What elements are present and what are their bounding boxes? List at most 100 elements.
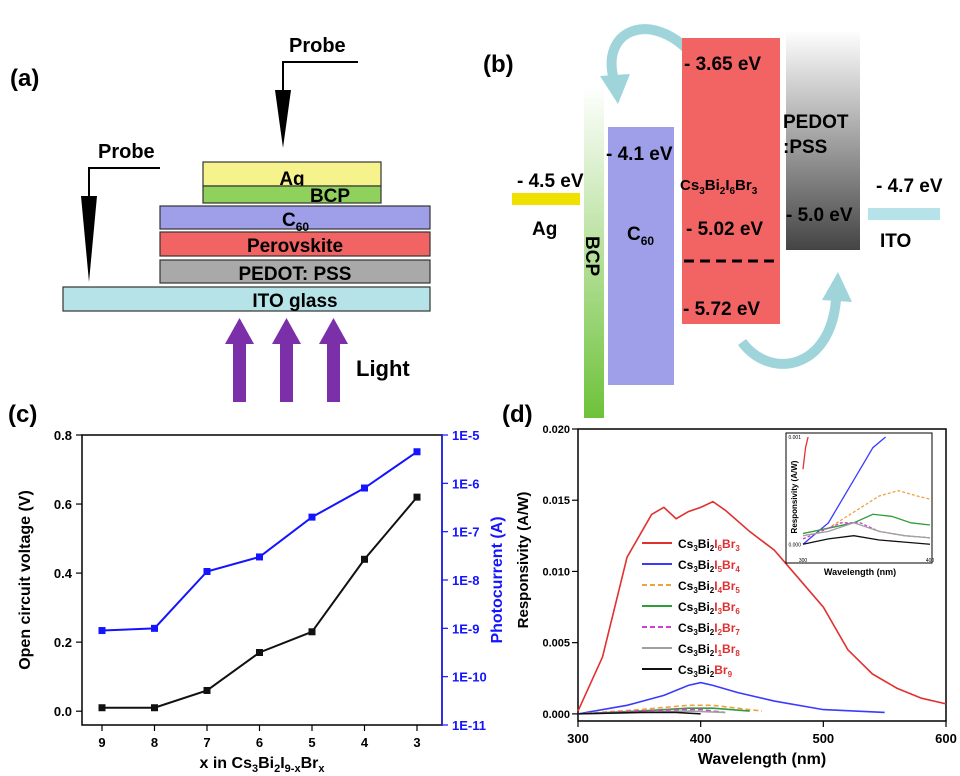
voc-point: [256, 649, 263, 656]
layer-perovskite: [159, 231, 431, 257]
y2-tick-label: 1E-11: [452, 718, 486, 733]
photocurrent-point: [98, 627, 106, 635]
photocurrent-point: [203, 567, 211, 575]
chart-d-frame: [577, 428, 947, 722]
voc-point: [361, 555, 368, 563]
responsivity-line-4: [577, 708, 726, 715]
bcp-bar: [584, 85, 604, 418]
perovskite-mid-level: - 5.02 eV: [686, 219, 763, 240]
perovskite-bottom-level: - 5.72 eV: [683, 299, 760, 320]
chart-c-series: [98, 448, 421, 712]
x-tick-label: 3: [413, 735, 420, 750]
ito-level-bar: [868, 208, 940, 220]
x-tick-label: 600: [935, 731, 957, 746]
x-tick-label: 300: [567, 731, 589, 746]
y2-tick-label: 1E-6: [452, 476, 479, 491]
legend-label: Cs3Bi2I6Br3: [678, 537, 740, 553]
pedot-level-value: - 5.0 eV: [786, 205, 853, 226]
legend-label: Cs3Bi2I4Br5: [678, 579, 740, 595]
perovskite-top-level: - 3.65 eV: [684, 54, 761, 75]
layer-pedot-label: PEDOT: PSS: [239, 264, 352, 285]
bcp-label: BCP: [581, 236, 602, 276]
c60-label: C60: [627, 224, 654, 248]
layer-pedot: [159, 259, 431, 284]
responsivity-line-2: [577, 704, 763, 715]
panel-label-c: (c): [8, 401, 37, 428]
x-tick-label: 400: [690, 731, 712, 746]
panel-label-a: (a): [10, 65, 39, 92]
c60-level-value: - 4.1 eV: [606, 144, 673, 165]
y-tick-label: 0.8: [54, 428, 72, 443]
chart-d-xlabel: Wavelength (nm): [698, 751, 826, 768]
probe-left-label: Probe: [98, 141, 155, 163]
photocurrent-point: [151, 624, 158, 632]
responsivity-line-1: [577, 681, 885, 715]
chart-c-y2-ticks: 1E-11 1E-10 1E-9 1E-8 1E-7 1E-6 1E-5: [442, 428, 487, 733]
chart-d-legend: Cs3Bi2I6Br3 Cs3Bi2I5Br4 Cs3Bi2I4Br5 Cs3Bi2I…: [642, 537, 740, 679]
inset-y-tick-label: 0.001: [788, 435, 801, 441]
photocurrent-line: [101, 450, 418, 632]
photocurrent-point: [308, 513, 316, 521]
chart-c-x-ticks: 9 8 7 6 5 4 3: [98, 725, 421, 750]
legend-label: Cs3Bi2I5Br4: [678, 558, 740, 574]
light-arrow-3: [319, 318, 348, 402]
ito-level-value: - 4.7 eV: [876, 176, 943, 197]
responsivity-line-0: [577, 500, 947, 712]
inset-line-5: [802, 522, 931, 539]
inset-xlabel: Wavelength (nm): [824, 567, 896, 577]
probe-top-wire: [282, 61, 358, 90]
probe-left-wire: [88, 167, 160, 196]
inset-series: [802, 436, 931, 545]
y-tick-label: 0.0: [54, 704, 72, 719]
voc-point: [413, 493, 421, 501]
x-tick-label: 4: [361, 735, 369, 750]
x-tick-label: 9: [98, 735, 105, 750]
panel-label-b: (b): [483, 51, 514, 78]
probe-top-tip: [275, 90, 291, 148]
layer-ag-label: Ag: [279, 169, 304, 190]
panel-b: (b) - 4.5 eV Ag BCP - 4.1 eV C60 - 3.65 …: [483, 24, 943, 418]
chart-d-x-ticks: 300 400 500 600: [567, 721, 957, 746]
y-tick-label: 0.005: [542, 638, 570, 650]
chart-d-series: [577, 500, 947, 715]
legend-label: Cs3Bi2I2Br7: [678, 621, 740, 637]
inset-x-tick-label: 300: [799, 558, 808, 564]
y-tick-label: 0.010: [542, 566, 570, 578]
light-arrow-2: [272, 318, 301, 402]
voc-point: [308, 628, 316, 636]
legend-label: Cs3Bi2I3Br6: [678, 600, 740, 616]
x-tick-label: 500: [812, 731, 834, 746]
photocurrent-point: [256, 553, 263, 561]
chart-c-y2label: Photocurrent (A): [489, 516, 506, 643]
electron-transfer-arrow: [606, 24, 694, 82]
electron-transfer-arrowhead: [600, 74, 630, 104]
ito-label: ITO: [880, 231, 911, 252]
y-tick-label: 0.015: [542, 495, 570, 507]
voc-line: [102, 496, 418, 709]
inset-ylabel: Responsivity (A/W): [790, 460, 799, 533]
light-label: Light: [356, 356, 410, 381]
perovskite-formula: Cs3Bi2I6Br3: [680, 177, 758, 197]
x-tick-label: 5: [308, 735, 315, 750]
layer-bcp-label: BCP: [310, 186, 350, 207]
photocurrent-point: [413, 448, 421, 456]
inset-line-0: [802, 436, 809, 470]
layer-c60: [159, 205, 431, 230]
pedot-bar: [786, 30, 860, 250]
probe-top-label: Probe: [289, 35, 346, 57]
y-tick-label: 0.4: [54, 566, 73, 581]
y2-tick-label: 1E-9: [452, 621, 479, 636]
pedot-label-line1: PEDOT: [783, 112, 849, 133]
hole-transfer-arrowhead: [822, 272, 852, 302]
voc-point: [98, 704, 106, 712]
layer-bcp: [202, 185, 382, 204]
y2-tick-label: 1E-5: [452, 428, 479, 443]
chart-c-ylabel: Open circuit voltage (V): [17, 490, 34, 670]
x-tick-label: 6: [256, 735, 263, 750]
chart-c-y-ticks: 0.0 0.2 0.4 0.6 0.8: [54, 428, 82, 719]
hole-transfer-arrow: [737, 299, 841, 369]
layer-ito-label: ITO glass: [252, 291, 337, 312]
x-tick-label: 7: [203, 735, 210, 750]
